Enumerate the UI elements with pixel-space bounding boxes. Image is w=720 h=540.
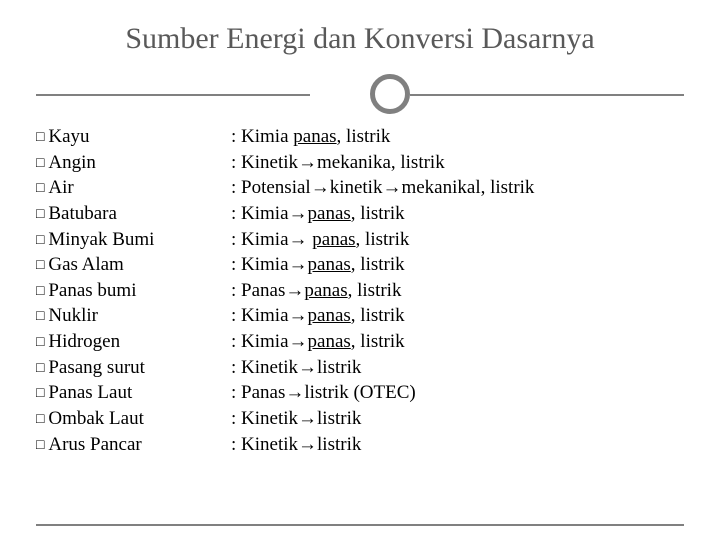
conversion-item: : Kimia→ panas, listrik <box>231 227 684 253</box>
conversion-prefix: : Kinetik→listrik <box>231 408 361 429</box>
conversion-item: : Kimia→panas, listrik <box>231 329 684 355</box>
bullet-icon: □ <box>36 307 48 323</box>
slide-title: Sumber Energi dan Konversi Dasarnya <box>36 22 684 56</box>
conversion-item: : Kinetik→listrik <box>231 406 684 432</box>
conversion-suffix: , listrik <box>351 254 405 275</box>
conversion-prefix: : Kimia→ <box>231 229 312 250</box>
conversion-suffix: , listrik <box>337 126 391 147</box>
conversion-item: : Kinetik→mekanika, listrik <box>231 150 684 176</box>
conversion-prefix: : Kinetik→listrik <box>231 434 361 455</box>
title-divider <box>0 74 720 114</box>
conversion-underlined: panas <box>308 203 351 224</box>
conversion-item: : Kimia→panas, listrik <box>231 252 684 278</box>
source-item: □ Minyak Bumi <box>36 227 231 253</box>
bullet-icon: □ <box>36 410 48 426</box>
divider-line-right <box>410 94 684 96</box>
conversion-item: : Potensial→kinetik→mekanikal, listrik <box>231 175 684 201</box>
divider-circle <box>370 74 410 114</box>
bullet-icon: □ <box>36 359 48 375</box>
bullet-icon: □ <box>36 128 48 144</box>
bullet-icon: □ <box>36 179 48 195</box>
source-item: □ Batubara <box>36 201 231 227</box>
conversion-item: : Kimia panas, listrik <box>231 124 684 150</box>
conversion-prefix: : Kinetik→mekanika, listrik <box>231 152 445 173</box>
source-item: □ Panas Laut <box>36 380 231 406</box>
content-area: □ Kayu□ Angin□ Air□ Batubara□ Minyak Bum… <box>0 114 720 457</box>
source-name: Air <box>48 177 73 198</box>
source-name: Hidrogen <box>48 331 120 352</box>
footer-line <box>36 524 684 526</box>
conversion-item: : Panas→listrik (OTEC) <box>231 380 684 406</box>
conversion-prefix: : Kimia→ <box>231 203 308 224</box>
conversion-suffix: , listrik <box>348 280 402 301</box>
bullet-icon: □ <box>36 384 48 400</box>
source-name: Kayu <box>48 126 89 147</box>
conversion-underlined: panas <box>308 331 351 352</box>
conversion-underlined: panas <box>308 254 351 275</box>
conversion-prefix: : Kinetik→listrik <box>231 357 361 378</box>
source-item: □ Gas Alam <box>36 252 231 278</box>
conversion-prefix: : Kimia→ <box>231 254 308 275</box>
conversion-underlined: panas <box>293 126 336 147</box>
bullet-icon: □ <box>36 205 48 221</box>
source-item: □ Panas bumi <box>36 278 231 304</box>
conversion-underlined: panas <box>304 280 347 301</box>
bullet-icon: □ <box>36 154 48 170</box>
conversion-item: : Kimia→panas, listrik <box>231 201 684 227</box>
divider-line-left <box>36 94 310 96</box>
source-name: Minyak Bumi <box>48 229 154 250</box>
bullet-icon: □ <box>36 231 48 247</box>
conversion-prefix: : Kimia <box>231 126 293 147</box>
conversion-prefix: : Kimia→ <box>231 331 308 352</box>
source-name: Pasang surut <box>48 357 145 378</box>
conversion-prefix: : Panas→ <box>231 280 304 301</box>
source-name: Arus Pancar <box>48 434 141 455</box>
source-item: □ Air <box>36 175 231 201</box>
source-item: □ Arus Pancar <box>36 432 231 458</box>
bullet-icon: □ <box>36 282 48 298</box>
conversion-suffix: , listrik <box>351 331 405 352</box>
conversion-underlined: panas <box>312 229 355 250</box>
source-item: □ Hidrogen <box>36 329 231 355</box>
bullet-icon: □ <box>36 333 48 349</box>
conversion-suffix: , listrik <box>351 203 405 224</box>
source-name: Batubara <box>48 203 117 224</box>
source-item: □ Nuklir <box>36 303 231 329</box>
source-name: Panas bumi <box>48 280 136 301</box>
conversion-item: : Kinetik→listrik <box>231 355 684 381</box>
source-column: □ Kayu□ Angin□ Air□ Batubara□ Minyak Bum… <box>36 124 231 457</box>
conversion-suffix: , listrik <box>356 229 410 250</box>
source-name: Angin <box>48 152 96 173</box>
source-name: Gas Alam <box>48 254 123 275</box>
source-item: □ Angin <box>36 150 231 176</box>
source-name: Ombak Laut <box>48 408 144 429</box>
bullet-icon: □ <box>36 436 48 452</box>
conversion-item: : Kimia→panas, listrik <box>231 303 684 329</box>
source-item: □ Kayu <box>36 124 231 150</box>
conversion-prefix: : Kimia→ <box>231 305 308 326</box>
conversion-column: : Kimia panas, listrik: Kinetik→mekanika… <box>231 124 684 457</box>
conversion-suffix: , listrik <box>351 305 405 326</box>
conversion-prefix: : Panas→listrik (OTEC) <box>231 382 416 403</box>
bullet-icon: □ <box>36 256 48 272</box>
source-name: Panas Laut <box>48 382 132 403</box>
source-name: Nuklir <box>48 305 98 326</box>
source-item: □ Ombak Laut <box>36 406 231 432</box>
conversion-prefix: : Potensial→kinetik→mekanikal, listrik <box>231 177 534 198</box>
source-item: □ Pasang surut <box>36 355 231 381</box>
conversion-underlined: panas <box>308 305 351 326</box>
conversion-item: : Kinetik→listrik <box>231 432 684 458</box>
conversion-item: : Panas→panas, listrik <box>231 278 684 304</box>
